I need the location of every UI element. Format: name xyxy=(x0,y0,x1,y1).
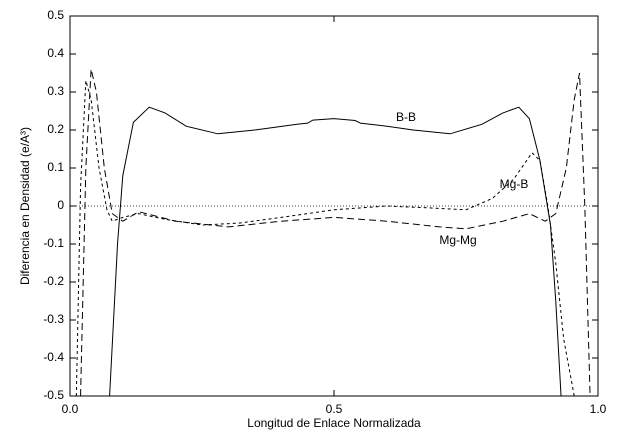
y-tick-label: -0.2 xyxy=(43,274,64,288)
y-tick-label: 0.5 xyxy=(47,8,64,22)
y-tick-label: 0.2 xyxy=(47,122,64,136)
series-line xyxy=(80,69,591,396)
plot-frame xyxy=(69,15,599,397)
y-tick-label: 0.1 xyxy=(47,160,64,174)
series-label: Mg-B xyxy=(500,177,529,191)
x-tick-label: 1.0 xyxy=(590,402,607,416)
y-tick-label: -0.5 xyxy=(43,388,64,402)
series-label: B-B xyxy=(396,110,416,124)
y-tick-label: 0.4 xyxy=(47,46,64,60)
y-tick-label: -0.4 xyxy=(43,350,64,364)
series-line xyxy=(109,106,562,396)
y-tick-label: -0.3 xyxy=(43,312,64,326)
x-axis-label: Longitud de Enlace Normalizada xyxy=(247,416,421,430)
series-label: Mg-Mg xyxy=(439,233,476,247)
y-tick-label: 0 xyxy=(57,198,64,212)
y-tick-label: 0.3 xyxy=(47,84,64,98)
series-line xyxy=(75,80,575,396)
x-tick-label: 0.5 xyxy=(326,402,343,416)
x-tick-label: 0.0 xyxy=(62,402,79,416)
y-tick-label: -0.1 xyxy=(43,236,64,250)
y-axis-label: Diferencia en Densidad (e/A³) xyxy=(18,127,32,285)
